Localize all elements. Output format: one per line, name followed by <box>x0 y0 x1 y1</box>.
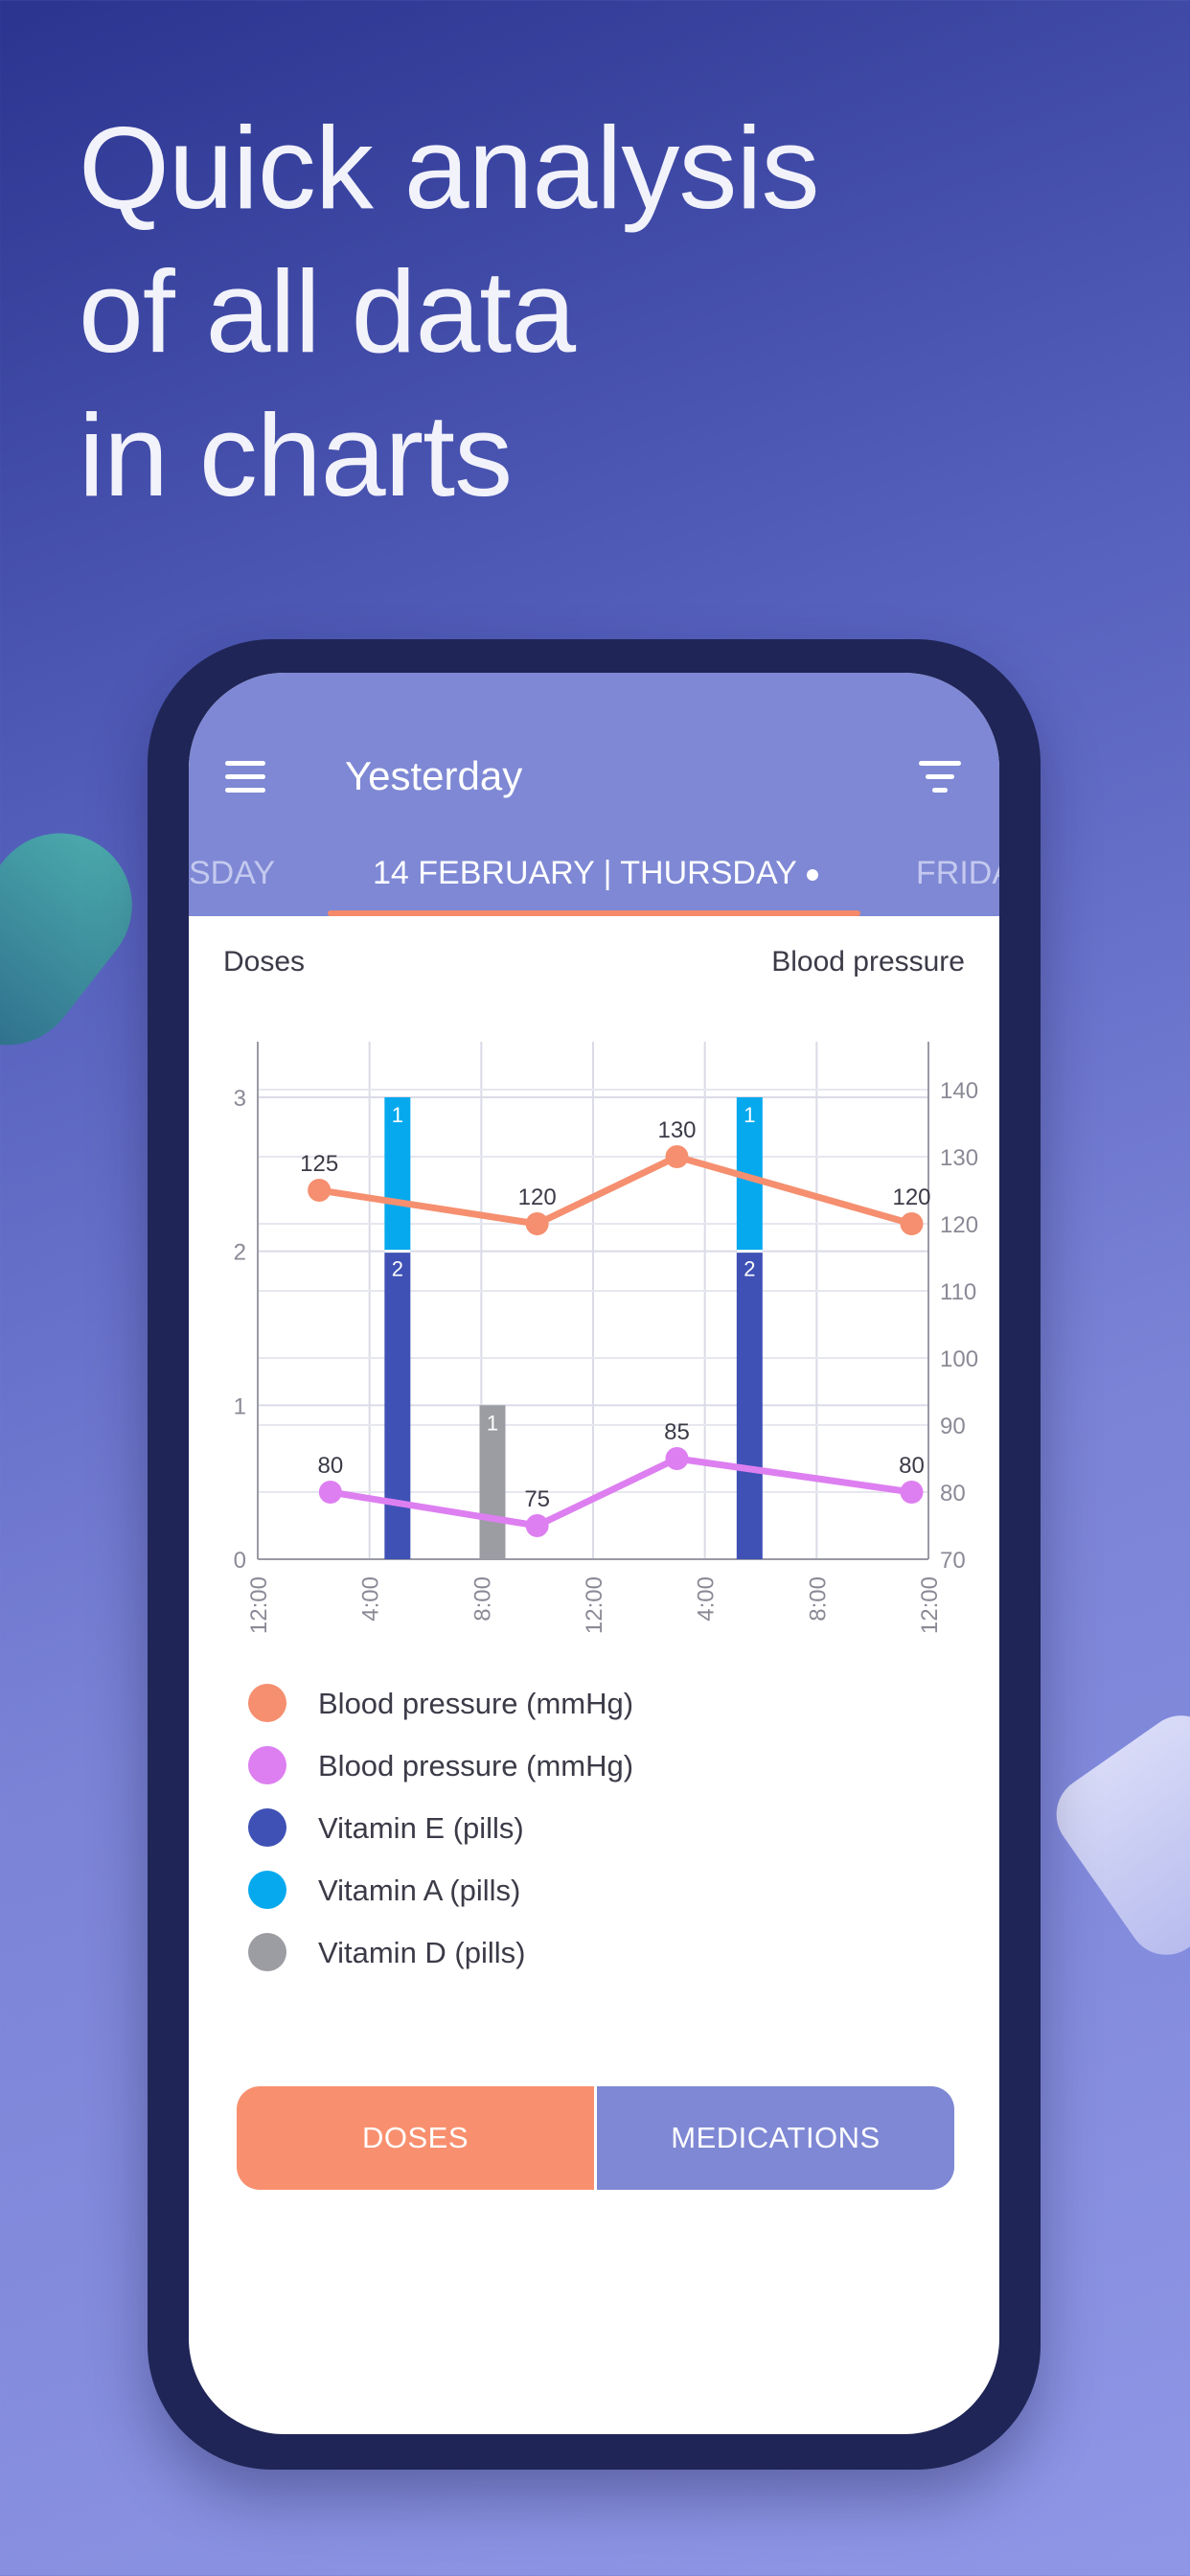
tab-current-day[interactable]: 14 FEBRUARY | THURSDAY <box>373 855 818 892</box>
bar-value-label: 1 <box>392 1103 403 1127</box>
legend-label: Vitamin E (pills) <box>318 1811 524 1845</box>
y-right-tick-label: 70 <box>940 1548 966 1574</box>
series-line <box>330 1455 912 1530</box>
filter-icon[interactable] <box>919 761 963 794</box>
headline: Quick analysis of all data in charts <box>79 96 820 527</box>
headline-line-2: of all data <box>79 246 576 377</box>
y-right-tick-label: 140 <box>940 1078 978 1104</box>
point-value-label: 80 <box>317 1453 343 1479</box>
bar-value-label: 1 <box>487 1411 498 1435</box>
bar-value-label: 2 <box>392 1257 403 1281</box>
bar-value-label: 2 <box>744 1257 755 1281</box>
y-right-tick-label: 120 <box>940 1212 978 1238</box>
y-left-tick-label: 0 <box>234 1548 246 1574</box>
y-left-tick-label: 1 <box>234 1393 246 1419</box>
point-value-label: 85 <box>664 1419 690 1445</box>
x-tick-label: 4:00 <box>358 1576 384 1622</box>
point-value-label: 120 <box>518 1184 557 1210</box>
legend-label: Vitamin D (pills) <box>318 1936 526 1969</box>
y-right-tick-label: 80 <box>940 1481 966 1506</box>
point-value-label: 75 <box>524 1486 550 1512</box>
app-title: Yesterday <box>345 753 523 798</box>
tab-current-label: 14 FEBRUARY | THURSDAY <box>373 855 797 891</box>
x-tick-label: 12:00 <box>582 1576 607 1634</box>
app-bar: Yesterday SDAY 14 FEBRUARY | THURSDAY FR… <box>189 673 999 916</box>
bar-segment <box>479 1405 506 1559</box>
tab-indicator <box>328 910 860 916</box>
right-axis-title: Blood pressure <box>771 946 965 978</box>
y-right-tick-label: 90 <box>940 1414 966 1439</box>
legend-label: Blood pressure (mmHg) <box>318 1687 634 1720</box>
bar-segment <box>736 1251 763 1559</box>
bar-value-label: 1 <box>744 1103 755 1127</box>
phone-screen: Yesterday SDAY 14 FEBRUARY | THURSDAY FR… <box>189 673 999 2434</box>
point-value-label: 120 <box>892 1184 930 1210</box>
point-value-label: 80 <box>899 1453 925 1479</box>
tab-next-label: FRIDA <box>916 855 999 891</box>
tab-next-day[interactable]: FRIDA <box>916 855 999 892</box>
x-tick-label: 8:00 <box>805 1576 831 1622</box>
legend-dot-icon <box>248 1746 286 1784</box>
series-point <box>900 1481 924 1504</box>
x-tick-label: 12:00 <box>917 1576 943 1634</box>
bar-segment <box>384 1097 411 1252</box>
x-tick-label: 12:00 <box>246 1576 272 1634</box>
tab-previous-label: SDAY <box>189 855 276 891</box>
series-point <box>525 1212 549 1235</box>
y-left-tick-label: 2 <box>234 1240 246 1266</box>
legend-dot-icon <box>248 1684 286 1722</box>
menu-icon[interactable] <box>225 761 267 794</box>
doses-button[interactable]: DOSES <box>237 2086 594 2190</box>
y-right-tick-label: 100 <box>940 1346 978 1372</box>
legend-label: Vitamin A (pills) <box>318 1874 521 1907</box>
tab-previous-day[interactable]: SDAY <box>189 855 275 892</box>
legend-label: Blood pressure (mmHg) <box>318 1749 634 1782</box>
legend-dot-icon <box>248 1808 286 1847</box>
y-right-tick-label: 110 <box>940 1279 976 1305</box>
series-point <box>525 1514 549 1537</box>
x-tick-label: 4:00 <box>694 1576 720 1622</box>
series-point <box>308 1179 332 1202</box>
headline-line-3: in charts <box>79 390 513 520</box>
series-line <box>318 1153 913 1228</box>
x-tick-label: 8:00 <box>469 1576 495 1622</box>
phone-frame: Yesterday SDAY 14 FEBRUARY | THURSDAY FR… <box>148 639 1041 2470</box>
decorative-teal-capsule <box>0 804 161 1074</box>
medications-button[interactable]: MEDICATIONS <box>597 2086 954 2190</box>
legend-dot-icon <box>248 1933 286 1971</box>
left-axis-title: Doses <box>223 946 306 978</box>
decorative-lavender-pill <box>1041 1700 1190 1970</box>
headline-line-1: Quick analysis <box>79 103 820 233</box>
y-left-tick-label: 3 <box>234 1086 246 1112</box>
series-point <box>318 1481 342 1504</box>
y-right-tick-label: 130 <box>940 1145 978 1171</box>
series-point <box>665 1145 689 1168</box>
series-point <box>900 1212 924 1235</box>
today-dot-icon <box>806 869 818 882</box>
series-point <box>665 1447 689 1470</box>
bar-segment <box>384 1251 411 1559</box>
point-value-label: 130 <box>657 1117 696 1143</box>
legend-dot-icon <box>248 1871 286 1909</box>
point-value-label: 125 <box>300 1151 338 1177</box>
